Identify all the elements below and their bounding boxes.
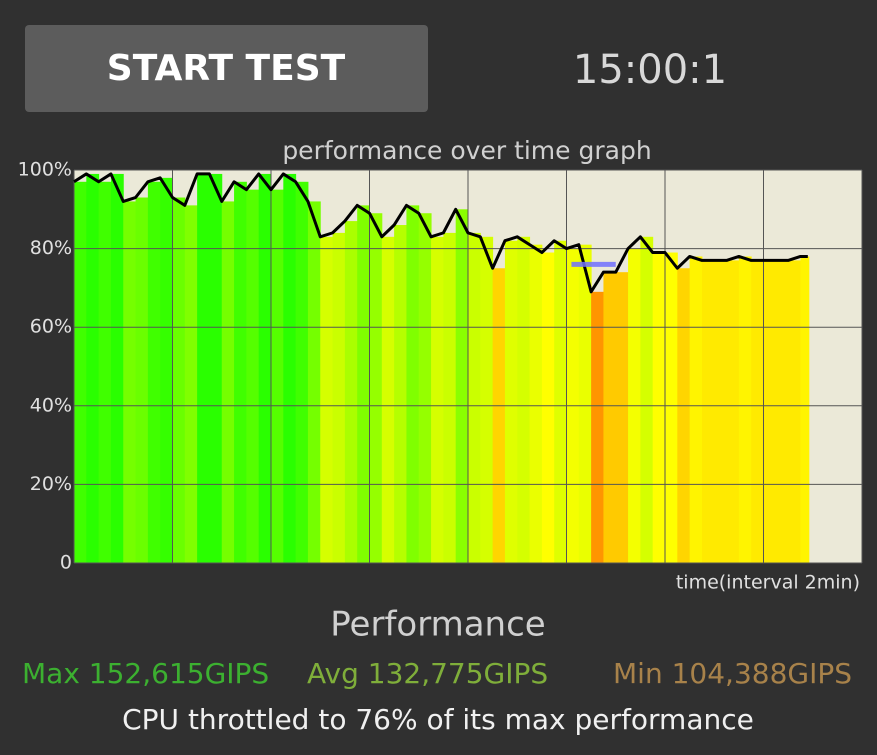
performance-stripe <box>295 181 309 564</box>
performance-line <box>73 172 808 294</box>
performance-stripe <box>615 272 629 563</box>
chart-title: performance over time graph <box>282 136 651 165</box>
performance-stripe <box>800 256 809 563</box>
performance-stripe <box>504 240 518 564</box>
performance-stripe <box>788 260 801 563</box>
performance-stripe <box>307 201 321 563</box>
performance-stripe <box>209 173 223 563</box>
stats-heading: Performance <box>330 605 545 645</box>
performance-stripe <box>110 173 124 563</box>
performance-stripe <box>726 260 740 563</box>
performance-stripe <box>258 173 272 563</box>
performance-stripe <box>283 173 297 563</box>
performance-stripe <box>492 268 506 563</box>
start-button[interactable] <box>25 25 428 112</box>
performance-stripe <box>807 256 810 563</box>
performance-stripe <box>320 236 334 563</box>
y-tick-label: 20% <box>30 473 72 495</box>
performance-stripe <box>554 240 567 564</box>
performance-stripe <box>234 181 247 564</box>
performance-stripe <box>160 177 173 564</box>
performance-stripe <box>357 205 370 563</box>
performance-stripe <box>480 236 494 563</box>
performance-stripe <box>135 197 149 563</box>
performance-stripe <box>640 236 654 563</box>
performance-stripe <box>246 189 260 563</box>
performance-stripe <box>86 173 100 563</box>
performance-stripe <box>394 225 407 563</box>
timer: 15:00:1 <box>573 47 727 93</box>
performance-stripe <box>271 189 284 563</box>
performance-stripe <box>123 201 137 563</box>
y-tick-label: 80% <box>30 237 72 259</box>
performance-stripe <box>689 256 703 563</box>
y-tick-label: 40% <box>30 394 72 416</box>
performance-stripe <box>603 272 617 563</box>
avg-stat: Avg 132,775GIPS <box>307 657 548 690</box>
y-tick-label: 0 <box>60 552 72 574</box>
button-label[interactable]: START TEST <box>107 48 346 89</box>
y-tick-label: 60% <box>30 316 72 338</box>
performance-stripe <box>418 213 432 564</box>
performance-stripe <box>74 181 87 564</box>
performance-stripe <box>147 181 161 564</box>
performance-stripe <box>455 209 469 564</box>
performance-stripe <box>197 173 210 563</box>
performance-stripe <box>763 260 777 563</box>
plot <box>73 169 863 564</box>
performance-stripe <box>578 244 592 564</box>
performance-stripe <box>406 205 420 563</box>
performance-stripe <box>381 236 395 563</box>
performance-stripe <box>541 252 555 563</box>
performance-stripe <box>332 232 346 563</box>
performance-stripe <box>751 260 764 563</box>
performance-stripe <box>652 252 666 563</box>
performance-stripe <box>517 236 531 563</box>
y-tick-label: 100% <box>18 159 72 181</box>
performance-stripe <box>701 260 715 563</box>
max-stat: Max 152,615GIPS <box>22 657 269 690</box>
performance-stripe <box>714 260 728 563</box>
performance-stripe <box>431 236 444 563</box>
performance-stripe <box>184 205 198 563</box>
performance-stripe <box>529 244 543 564</box>
performance-stripe <box>443 232 457 563</box>
performance-stripe <box>98 181 112 564</box>
performance-stripe <box>344 221 358 563</box>
performance-stripe <box>468 232 481 563</box>
performance-stripe <box>775 260 789 563</box>
performance-stripe <box>172 197 186 563</box>
performance-stripe <box>221 201 235 563</box>
performance-stripe <box>738 256 752 563</box>
performance-stripe <box>591 291 604 563</box>
performance-stripe <box>369 213 383 564</box>
performance-stripe <box>677 268 691 563</box>
min-stat: Min 104,388GIPS <box>613 657 852 690</box>
performance-stripe <box>665 252 678 563</box>
summary: CPU throttled to 76% of its max performa… <box>122 703 754 736</box>
x-axis-label: time(interval 2min) <box>676 572 860 594</box>
